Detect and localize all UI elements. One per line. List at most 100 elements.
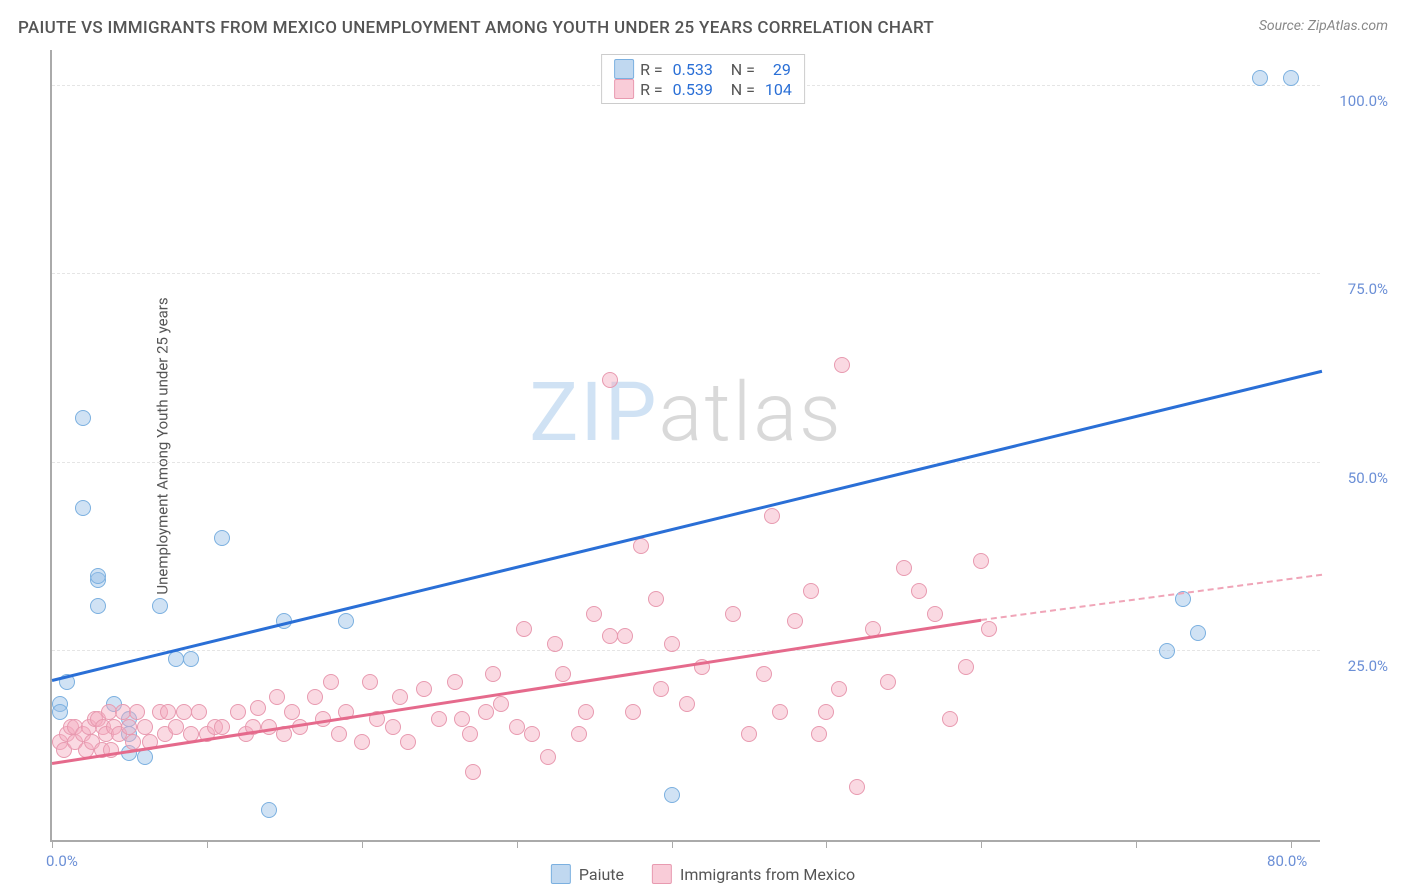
scatter-point — [214, 530, 230, 546]
scatter-point — [230, 704, 246, 720]
scatter-point — [555, 666, 571, 682]
scatter-point — [524, 726, 540, 742]
scatter-point — [52, 704, 68, 720]
scatter-point — [571, 726, 587, 742]
scatter-point — [896, 560, 912, 576]
scatter-point — [323, 674, 339, 690]
scatter-point — [849, 779, 865, 795]
scatter-point — [465, 764, 481, 780]
scatter-point — [653, 681, 669, 697]
x-tick-mark — [826, 840, 827, 848]
scatter-point — [831, 681, 847, 697]
scatter-point — [664, 636, 680, 652]
scatter-point — [75, 500, 91, 516]
scatter-point — [540, 749, 556, 765]
swatch-mexico-icon — [614, 79, 634, 99]
x-tick-mark — [517, 840, 518, 848]
scatter-point — [648, 591, 664, 607]
scatter-point — [250, 700, 266, 716]
x-tick-mark — [672, 840, 673, 848]
chart-source: Source: ZipAtlas.com — [1259, 18, 1388, 34]
legend-n-label: N = — [719, 60, 759, 79]
x-tick-label: 0.0% — [46, 852, 78, 870]
scatter-point — [725, 606, 741, 622]
scatter-point — [168, 719, 184, 735]
swatch-paiute-icon — [551, 864, 571, 884]
legend-correlation: R = 0.533 N = 29 R = 0.539 N = 104 — [601, 54, 805, 104]
scatter-point — [176, 704, 192, 720]
swatch-paiute-icon — [614, 59, 634, 79]
scatter-point — [214, 719, 230, 735]
watermark: ZIPatlas — [529, 365, 842, 461]
scatter-point — [578, 704, 594, 720]
gridline-h — [52, 273, 1320, 274]
watermark-zip: ZIP — [529, 365, 658, 461]
scatter-point — [811, 726, 827, 742]
scatter-point — [834, 357, 850, 373]
gridline-h — [52, 462, 1320, 463]
scatter-point — [756, 666, 772, 682]
scatter-point — [269, 689, 285, 705]
legend-r-value-paiute: 0.533 — [673, 60, 713, 79]
scatter-point — [772, 704, 788, 720]
scatter-point — [1159, 643, 1175, 659]
x-tick-mark — [362, 840, 363, 848]
legend-row-paiute: R = 0.533 N = 29 — [614, 59, 792, 79]
scatter-point — [75, 410, 91, 426]
scatter-point — [1283, 70, 1299, 86]
x-tick-mark — [1291, 840, 1292, 848]
y-tick-label: 25.0% — [1348, 657, 1388, 675]
scatter-point — [160, 704, 176, 720]
scatter-point — [284, 704, 300, 720]
legend-r-label: R = — [640, 80, 667, 99]
gridline-h — [52, 650, 1320, 651]
scatter-point — [362, 674, 378, 690]
swatch-mexico-icon — [652, 864, 672, 884]
scatter-point — [617, 628, 633, 644]
scatter-point — [90, 568, 106, 584]
x-tick-mark — [981, 840, 982, 848]
legend-item-paiute: Paiute — [551, 864, 624, 884]
legend-n-value-mexico: 104 — [765, 80, 792, 99]
legend-r-value-mexico: 0.539 — [673, 80, 713, 99]
legend-n-value-paiute: 29 — [765, 60, 791, 79]
chart-title: PAIUTE VS IMMIGRANTS FROM MEXICO UNEMPLO… — [18, 18, 934, 38]
scatter-point — [485, 666, 501, 682]
scatter-point — [392, 689, 408, 705]
scatter-point — [400, 734, 416, 750]
scatter-point — [385, 719, 401, 735]
scatter-point — [911, 583, 927, 599]
x-tick-mark — [207, 840, 208, 848]
scatter-point — [129, 704, 145, 720]
legend-n-label: N = — [719, 80, 759, 99]
scatter-point — [354, 734, 370, 750]
scatter-point — [1252, 70, 1268, 86]
chart-container: PAIUTE VS IMMIGRANTS FROM MEXICO UNEMPLO… — [0, 0, 1406, 892]
watermark-atlas: atlas — [658, 365, 842, 461]
scatter-point — [152, 598, 168, 614]
scatter-point — [478, 704, 494, 720]
scatter-point — [764, 508, 780, 524]
scatter-point — [493, 696, 509, 712]
legend-item-mexico: Immigrants from Mexico — [652, 864, 855, 884]
legend-label-paiute: Paiute — [579, 865, 624, 884]
y-tick-label: 75.0% — [1348, 280, 1388, 298]
x-tick-mark — [52, 840, 53, 848]
scatter-point — [191, 704, 207, 720]
scatter-point — [509, 719, 525, 735]
trend-line — [981, 574, 1322, 621]
scatter-point — [880, 674, 896, 690]
scatter-point — [338, 613, 354, 629]
scatter-point — [261, 802, 277, 818]
scatter-point — [586, 606, 602, 622]
legend-series: Paiute Immigrants from Mexico — [551, 864, 855, 884]
scatter-point — [447, 674, 463, 690]
scatter-point — [183, 651, 199, 667]
scatter-point — [90, 598, 106, 614]
legend-row-mexico: R = 0.539 N = 104 — [614, 79, 792, 99]
scatter-point — [958, 659, 974, 675]
scatter-point — [664, 787, 680, 803]
scatter-point — [416, 681, 432, 697]
scatter-point — [633, 538, 649, 554]
plot-area: ZIPatlas 25.0%50.0%75.0%100.0%0.0%80.0% — [50, 50, 1320, 842]
